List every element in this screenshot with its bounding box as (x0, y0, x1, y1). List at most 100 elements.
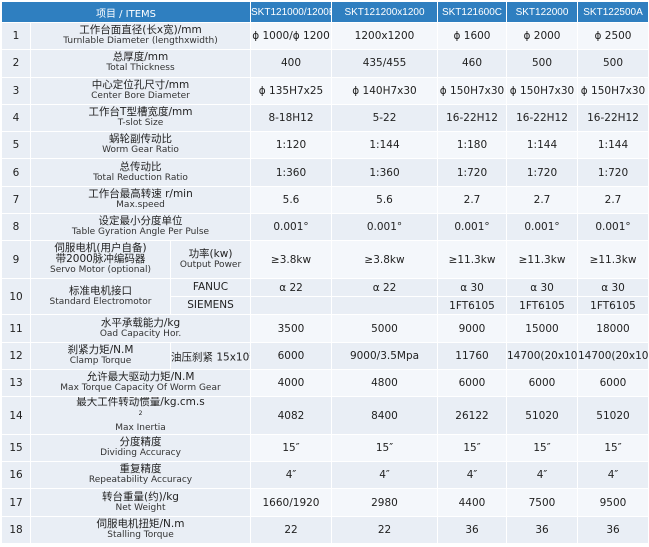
item-en: Clamp Torque (69, 355, 132, 366)
value-cell: 1:360 (250, 158, 332, 187)
sub-sup: 5 (249, 351, 250, 358)
row-number: 6 (1, 158, 31, 187)
table-row: 13 允许最大驱动力矩/N.M Max Torque Capacity Of Wor… (1, 368, 649, 398)
value-cell: ϕ 150H7x30 (577, 76, 649, 105)
value-cell: 0.001° (577, 213, 649, 242)
value-cell: 4000 (250, 368, 332, 398)
header-model-2: SKT121200x1200 (331, 1, 438, 23)
item-cn: 转台重量(约)/kg (102, 490, 179, 503)
row-item-14: 最大工件转动惯量/kg.cm.s 2 Max Inertia (30, 396, 251, 435)
row-item-7: 工作台最高转速 r/min Max.speed (30, 185, 251, 215)
value-cell: α 30 (437, 278, 507, 298)
value-cell: 4″ (250, 461, 332, 490)
value-cell: 1FT6105 (437, 296, 507, 316)
value-cell: 8400 (331, 396, 438, 435)
value-cell (250, 296, 332, 316)
item-en: Table Gyration Angle Per Pulse (71, 227, 210, 238)
value-cell: 1FT6105 (577, 296, 649, 316)
item-cn: 总传动比 (119, 160, 162, 173)
value-cell: 22 (250, 515, 332, 544)
value-cell: 36 (577, 515, 649, 544)
value-cell: 9500 (577, 488, 649, 517)
value-cell: ϕ 1000/ϕ 1200 (250, 21, 332, 51)
value-cell: ϕ 150H7x30 (437, 76, 507, 105)
sub-en: Output Power (179, 259, 242, 270)
table-row: 8 设定最小分度单位 Table Gyration Angle Per Pulse 0… (1, 213, 649, 242)
row-number: 2 (1, 49, 31, 78)
value-cell: 1:360 (331, 158, 438, 187)
value-cell: 15″ (506, 433, 578, 463)
row-number: 4 (1, 103, 31, 133)
value-cell: 1660/1920 (250, 488, 332, 517)
header-items: 项目 / ITEMS (1, 1, 251, 23)
item-cn: 蜗轮副传动比 (109, 133, 172, 146)
row-number: 13 (1, 368, 31, 398)
item-cn: 允许最大驱动力矩/N.M (86, 371, 195, 384)
item-cn: 设定最小分度单位 (98, 215, 183, 228)
value-cell: 14700(20x10⁵Pa) (577, 341, 649, 370)
header-model-3: SKT121600C (437, 1, 507, 23)
item-en: Max.speed (116, 199, 165, 210)
row-number: 17 (1, 488, 31, 517)
item-en: Servo Motor (optional) (49, 265, 151, 276)
row-item-18: 伺服电机扭矩/N.m Stalling Torque (30, 515, 251, 544)
table-row: 17 转台重量(约)/kg Net Weight 1660/1920 2980 4400 7… (1, 488, 649, 517)
value-cell: ϕ 140H7x30 (331, 76, 438, 105)
value-cell: ≥3.8kw (250, 240, 332, 280)
row-number: 14 (1, 396, 31, 435)
item-en: Max Inertia (115, 422, 166, 433)
value-cell: 8-18H12 (250, 103, 332, 133)
value-cell: 1:720 (577, 158, 649, 187)
item-cn: 中心定位孔尺寸/mm (91, 78, 190, 91)
value-cell: α 30 (577, 278, 649, 298)
item-en: Center Bore Diameter (91, 90, 190, 101)
table-row: 3 中心定位孔尺寸/mm Center Bore Diameter ϕ 135H7x2… (1, 76, 649, 105)
value-cell: 0.001° (250, 213, 332, 242)
value-cell: 1:120 (250, 131, 332, 160)
value-cell: α 30 (506, 278, 578, 298)
value-cell: ϕ 150H7x30 (506, 76, 578, 105)
table-row: 18 伺服电机扭矩/N.m Stalling Torque 22 22 36 36 36 (1, 515, 649, 544)
value-cell: ≥11.3kw (437, 240, 507, 280)
value-cell: ≥11.3kw (577, 240, 649, 280)
item-en: Max Torque Capacity Of Worm Gear (60, 383, 221, 394)
row-number: 5 (1, 131, 31, 160)
value-cell: 11760 (437, 341, 507, 370)
value-cell: ϕ 1600 (437, 21, 507, 51)
value-cell: 51020 (506, 396, 578, 435)
row-number: 12 (1, 341, 31, 370)
value-cell: 2.7 (506, 185, 578, 215)
table-row: 6 总传动比 Total Reduction Ratio 1:360 1:360 1:72… (1, 158, 649, 187)
value-cell: 14700(20x10⁵Pa) (506, 341, 578, 370)
header-model-5: SKT122500A (577, 1, 649, 23)
table-row: 7 工作台最高转速 r/min Max.speed 5.6 5.6 2.7 2.7 2.7 (1, 185, 649, 215)
item-cn-sup: 2 (138, 410, 143, 418)
value-cell: 16-22H12 (577, 103, 649, 133)
item-cn-2: 带2000脉冲编码器 (55, 253, 146, 266)
value-cell: 15″ (331, 433, 438, 463)
value-cell: 1:144 (577, 131, 649, 160)
table-row: 1 工作台面直径(长x宽)/mm Turnlable Diameter (lengt… (1, 21, 649, 51)
row-number: 11 (1, 314, 31, 343)
value-cell: 15″ (250, 433, 332, 463)
row-number: 3 (1, 76, 31, 105)
value-cell: 5.6 (331, 185, 438, 215)
value-cell: 4800 (331, 368, 438, 398)
value-cell: 1:720 (437, 158, 507, 187)
sub-label: SIEMENS (170, 296, 251, 316)
sub-label: 油压刹紧 15x105Pa (170, 341, 251, 370)
item-en: Total Reduction Ratio (93, 172, 188, 183)
value-cell: 460 (437, 49, 507, 78)
value-cell: 16-22H12 (506, 103, 578, 133)
sub-label: 功率(kw) Output Power (170, 240, 251, 280)
sub-cn-line: 油压刹紧 15x105Pa (172, 349, 250, 364)
table-row: 2 总厚度/mm Total Thickness 400 435/455 460 500 50… (1, 49, 649, 78)
value-cell: 5.6 (250, 185, 332, 215)
row-item-2: 总厚度/mm Total Thickness (30, 49, 251, 78)
value-cell: 4″ (437, 461, 507, 490)
value-cell: 1:144 (331, 131, 438, 160)
row-item-10: 标准电机接口 Standard Electromotor (30, 278, 171, 316)
item-en: Worm Gear Ratio (102, 145, 179, 156)
